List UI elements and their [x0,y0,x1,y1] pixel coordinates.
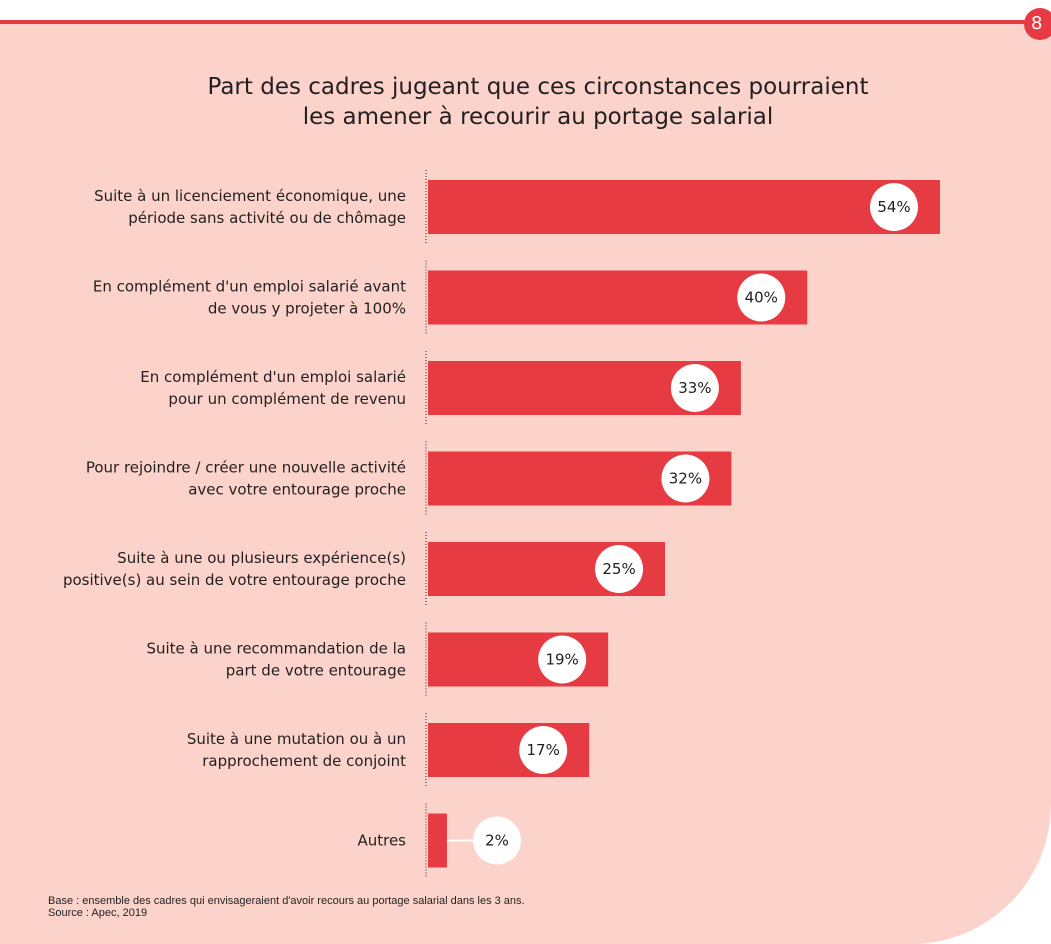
value-label: 32% [669,470,702,488]
category-label: Suite à un licenciement économique, une p… [94,187,406,227]
page-number-badge: 8 [1024,8,1051,40]
value-label: 54% [877,198,910,216]
category-label: Autres [357,832,406,850]
chart-title-line-2: les amener à recourir au portage salaria… [302,104,774,130]
value-badge [661,454,710,503]
value-badge [670,364,719,412]
value-badge [473,816,521,865]
category-label: Suite à une mutation ou à un rapprochemen… [187,730,406,770]
chart-title: Part des cadres jugeant que ces circonst… [0,72,1051,132]
value-badge [737,273,786,322]
footnote-base: Base : ensemble des cadres qui envisager… [48,895,525,907]
value-label: 2% [485,832,509,850]
value-label: 17% [527,741,560,759]
bar [428,813,447,868]
value-label: 33% [678,379,711,397]
bar [428,180,940,234]
footnote-source: Source : Apec, 2019 [48,907,148,919]
value-label: 25% [602,560,635,578]
value-badge [538,635,587,684]
category-label: En complément d'un emploi salarié pour un… [140,368,406,408]
chart-title-line-1: Part des cadres jugeant que ces circonst… [207,74,869,100]
value-label: 19% [545,651,578,669]
value-badge [870,183,918,231]
value-badge [595,545,644,593]
category-label: En complément d'un emploi salarié avant d… [93,278,406,318]
top-rule [0,20,1026,24]
category-label: Suite à une recommandation de la part de … [146,640,406,680]
value-label: 40% [745,289,778,307]
category-label: Pour rejoindre / créer une nouvelle acti… [86,459,406,499]
category-label: Suite à une ou plusieurs expérience(s) po… [63,549,406,589]
footnote: Base : ensemble des cadres qui envisager… [48,895,525,919]
value-badge [519,726,568,774]
